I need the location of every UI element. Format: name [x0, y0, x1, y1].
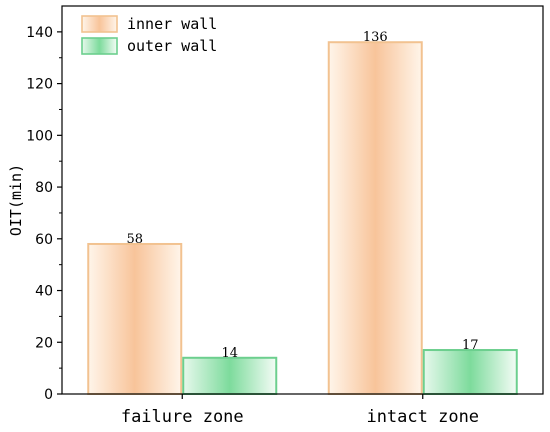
bar-outer-wall-failure-zone — [182, 356, 278, 395]
x-tick-label-failure-zone: failure zone — [121, 407, 244, 427]
plot-frame — [61, 5, 544, 395]
legend-swatch-outer-wall — [81, 37, 118, 55]
y-axis-label: OIT(min) — [7, 164, 25, 236]
data-label-inner-wall-intact-zone: 136 — [363, 30, 388, 45]
y-tick-label: 120 — [26, 77, 53, 93]
bar-inner-wall-failure-zone — [87, 242, 183, 395]
y-tick-label: 60 — [35, 232, 53, 248]
data-label-inner-wall-failure-zone: 58 — [126, 232, 143, 247]
y-tick-label: 20 — [35, 335, 53, 351]
bar-inner-wall-intact-zone — [327, 41, 423, 395]
y-tick-label: 140 — [26, 25, 53, 41]
legend-swatch-inner-wall — [81, 15, 118, 33]
legend-label-outer-wall: outer wall — [127, 37, 217, 55]
data-label-outer-wall-failure-zone: 14 — [221, 346, 238, 361]
y-tick-label: 0 — [44, 387, 53, 403]
x-tick-label-intact-zone: intact zone — [366, 407, 479, 427]
data-label-outer-wall-intact-zone: 17 — [462, 338, 479, 353]
legend-label-inner-wall: inner wall — [127, 15, 217, 33]
data-labels-layer: 58 14 136 17 — [126, 30, 478, 361]
bar-outer-wall-intact-zone — [422, 349, 518, 396]
axes-layer: 0 20 40 60 80 100 120 140 failure zone intact zon… — [7, 5, 544, 427]
y-tick-label: 100 — [26, 128, 53, 144]
y-tick-label: 80 — [35, 180, 53, 196]
y-tick-label: 40 — [35, 284, 53, 300]
legend: inner wall outer wall — [81, 15, 217, 55]
bars-layer — [87, 41, 518, 396]
